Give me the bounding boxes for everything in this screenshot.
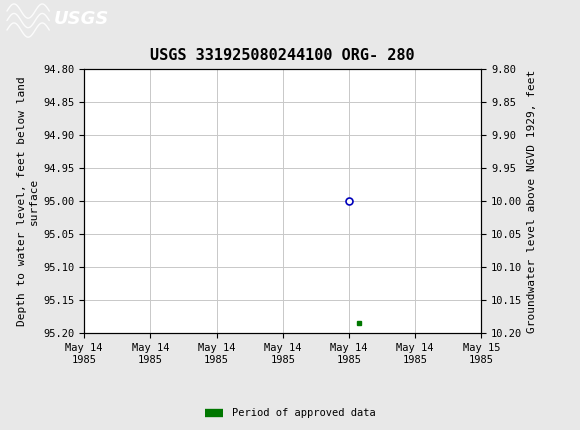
Legend: Period of approved data: Period of approved data <box>201 404 379 423</box>
Y-axis label: Groundwater level above NGVD 1929, feet: Groundwater level above NGVD 1929, feet <box>527 69 536 333</box>
Text: USGS: USGS <box>53 10 108 28</box>
Title: USGS 331925080244100 ORG- 280: USGS 331925080244100 ORG- 280 <box>150 49 415 64</box>
Y-axis label: Depth to water level, feet below land
surface: Depth to water level, feet below land su… <box>17 76 39 326</box>
